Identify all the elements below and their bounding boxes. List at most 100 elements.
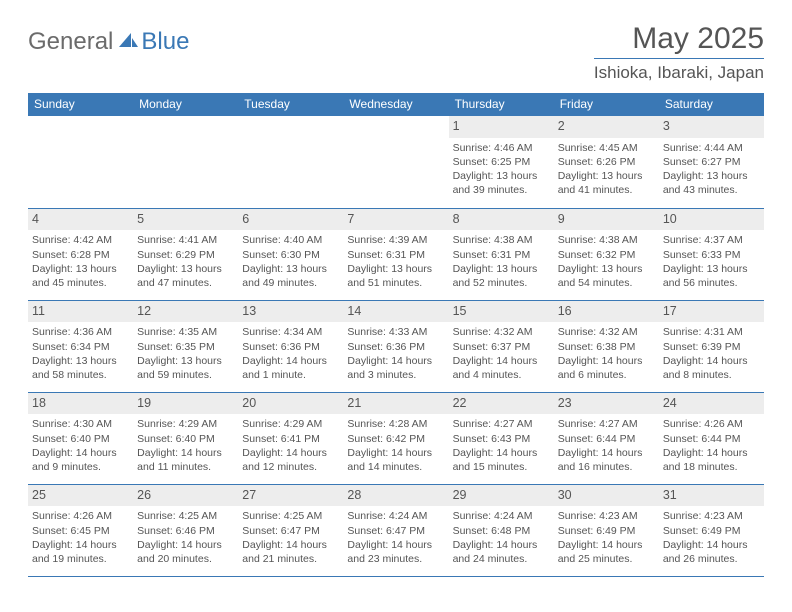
day-info: Sunrise: 4:27 AMSunset: 6:43 PMDaylight:… — [453, 417, 550, 474]
day-info-line: Sunrise: 4:36 AM — [32, 325, 129, 339]
day-number: 5 — [133, 209, 238, 231]
day-info-line: Daylight: 14 hours — [558, 538, 655, 552]
day-info-line: Sunrise: 4:33 AM — [347, 325, 444, 339]
day-info-line: and 26 minutes. — [663, 552, 760, 566]
day-info-line: Sunrise: 4:28 AM — [347, 417, 444, 431]
calendar-day-cell: 15Sunrise: 4:32 AMSunset: 6:37 PMDayligh… — [449, 300, 554, 392]
day-info-line: Sunset: 6:42 PM — [347, 432, 444, 446]
day-info: Sunrise: 4:23 AMSunset: 6:49 PMDaylight:… — [663, 509, 760, 566]
day-number: 15 — [449, 301, 554, 323]
day-info-line: Daylight: 13 hours — [347, 262, 444, 276]
day-info-line: Daylight: 14 hours — [32, 446, 129, 460]
day-number: 18 — [28, 393, 133, 415]
day-info-line: Sunrise: 4:38 AM — [558, 233, 655, 247]
day-info-line: and 56 minutes. — [663, 276, 760, 290]
day-info-line: Sunset: 6:47 PM — [242, 524, 339, 538]
calendar-day-cell: 9Sunrise: 4:38 AMSunset: 6:32 PMDaylight… — [554, 208, 659, 300]
day-info-line: Sunrise: 4:27 AM — [453, 417, 550, 431]
day-info-line: and 24 minutes. — [453, 552, 550, 566]
day-info-line: Sunrise: 4:32 AM — [453, 325, 550, 339]
calendar-day-cell: 17Sunrise: 4:31 AMSunset: 6:39 PMDayligh… — [659, 300, 764, 392]
day-info-line: Daylight: 14 hours — [558, 354, 655, 368]
day-info-line: Sunrise: 4:27 AM — [558, 417, 655, 431]
day-info: Sunrise: 4:24 AMSunset: 6:47 PMDaylight:… — [347, 509, 444, 566]
day-info-line: Daylight: 13 hours — [32, 354, 129, 368]
day-info-line: Daylight: 14 hours — [347, 538, 444, 552]
day-info-line: and 11 minutes. — [137, 460, 234, 474]
day-info: Sunrise: 4:41 AMSunset: 6:29 PMDaylight:… — [137, 233, 234, 290]
day-info-line: and 18 minutes. — [663, 460, 760, 474]
day-number: 14 — [343, 301, 448, 323]
day-info-line: Daylight: 13 hours — [663, 169, 760, 183]
day-info-line: and 12 minutes. — [242, 460, 339, 474]
day-info-line: Sunrise: 4:25 AM — [242, 509, 339, 523]
day-info: Sunrise: 4:46 AMSunset: 6:25 PMDaylight:… — [453, 141, 550, 198]
day-number: 30 — [554, 485, 659, 507]
day-info-line: Daylight: 14 hours — [137, 538, 234, 552]
calendar-day-cell: 26Sunrise: 4:25 AMSunset: 6:46 PMDayligh… — [133, 484, 238, 576]
day-number: 31 — [659, 485, 764, 507]
day-info-line: Daylight: 14 hours — [242, 354, 339, 368]
calendar-day-cell — [238, 116, 343, 208]
calendar-day-cell: 19Sunrise: 4:29 AMSunset: 6:40 PMDayligh… — [133, 392, 238, 484]
day-number: 10 — [659, 209, 764, 231]
day-info-line: and 1 minute. — [242, 368, 339, 382]
day-info-line: Sunset: 6:46 PM — [137, 524, 234, 538]
day-info-line: Daylight: 13 hours — [663, 262, 760, 276]
calendar-day-cell: 2Sunrise: 4:45 AMSunset: 6:26 PMDaylight… — [554, 116, 659, 208]
day-info-line: Sunset: 6:27 PM — [663, 155, 760, 169]
day-info-line: Daylight: 13 hours — [242, 262, 339, 276]
day-info-line: Daylight: 14 hours — [347, 446, 444, 460]
calendar-day-cell: 21Sunrise: 4:28 AMSunset: 6:42 PMDayligh… — [343, 392, 448, 484]
day-number: 29 — [449, 485, 554, 507]
day-info: Sunrise: 4:32 AMSunset: 6:37 PMDaylight:… — [453, 325, 550, 382]
day-info: Sunrise: 4:30 AMSunset: 6:40 PMDaylight:… — [32, 417, 129, 474]
day-info-line: Sunset: 6:29 PM — [137, 248, 234, 262]
day-info-line: and 6 minutes. — [558, 368, 655, 382]
calendar-day-cell: 3Sunrise: 4:44 AMSunset: 6:27 PMDaylight… — [659, 116, 764, 208]
day-info: Sunrise: 4:38 AMSunset: 6:31 PMDaylight:… — [453, 233, 550, 290]
day-info-line: Sunrise: 4:41 AM — [137, 233, 234, 247]
day-info-line: Sunset: 6:45 PM — [32, 524, 129, 538]
day-info: Sunrise: 4:24 AMSunset: 6:48 PMDaylight:… — [453, 509, 550, 566]
day-info: Sunrise: 4:42 AMSunset: 6:28 PMDaylight:… — [32, 233, 129, 290]
weekday-header: Monday — [133, 93, 238, 116]
day-info-line: and 8 minutes. — [663, 368, 760, 382]
day-info-line: Sunset: 6:34 PM — [32, 340, 129, 354]
day-info-line: and 23 minutes. — [347, 552, 444, 566]
day-number: 16 — [554, 301, 659, 323]
location-label: Ishioka, Ibaraki, Japan — [594, 63, 764, 83]
day-info: Sunrise: 4:23 AMSunset: 6:49 PMDaylight:… — [558, 509, 655, 566]
day-info-line: Daylight: 14 hours — [242, 446, 339, 460]
day-info: Sunrise: 4:44 AMSunset: 6:27 PMDaylight:… — [663, 141, 760, 198]
day-number: 4 — [28, 209, 133, 231]
day-number: 24 — [659, 393, 764, 415]
calendar-day-cell: 10Sunrise: 4:37 AMSunset: 6:33 PMDayligh… — [659, 208, 764, 300]
calendar-week-row: 1 Sunrise: 4:46 AMSunset: 6:25 PMDaylight… — [28, 116, 764, 208]
day-info-line: Sunrise: 4:23 AM — [558, 509, 655, 523]
day-info-line: Sunrise: 4:42 AM — [32, 233, 129, 247]
day-info-line: Daylight: 13 hours — [32, 262, 129, 276]
day-info-line: Sunset: 6:48 PM — [453, 524, 550, 538]
brand-sail-icon — [113, 28, 141, 56]
day-number: 1 — [449, 116, 554, 138]
day-info-line: Daylight: 14 hours — [242, 538, 339, 552]
day-info-line: Sunset: 6:40 PM — [32, 432, 129, 446]
day-info: Sunrise: 4:39 AMSunset: 6:31 PMDaylight:… — [347, 233, 444, 290]
weekday-header: Wednesday — [343, 93, 448, 116]
day-info: Sunrise: 4:33 AMSunset: 6:36 PMDaylight:… — [347, 325, 444, 382]
day-info: Sunrise: 4:31 AMSunset: 6:39 PMDaylight:… — [663, 325, 760, 382]
day-info-line: Daylight: 13 hours — [137, 262, 234, 276]
calendar-day-cell: 16Sunrise: 4:32 AMSunset: 6:38 PMDayligh… — [554, 300, 659, 392]
calendar-day-cell: 4Sunrise: 4:42 AMSunset: 6:28 PMDaylight… — [28, 208, 133, 300]
day-info-line: Sunrise: 4:40 AM — [242, 233, 339, 247]
day-info-line: Sunset: 6:25 PM — [453, 155, 550, 169]
day-info-line: and 20 minutes. — [137, 552, 234, 566]
day-info: Sunrise: 4:27 AMSunset: 6:44 PMDaylight:… — [558, 417, 655, 474]
day-info-line: and 14 minutes. — [347, 460, 444, 474]
calendar-day-cell: 24Sunrise: 4:26 AMSunset: 6:44 PMDayligh… — [659, 392, 764, 484]
day-info-line: Sunrise: 4:35 AM — [137, 325, 234, 339]
day-info-line: Sunset: 6:31 PM — [453, 248, 550, 262]
day-info-line: Sunrise: 4:23 AM — [663, 509, 760, 523]
day-info: Sunrise: 4:28 AMSunset: 6:42 PMDaylight:… — [347, 417, 444, 474]
